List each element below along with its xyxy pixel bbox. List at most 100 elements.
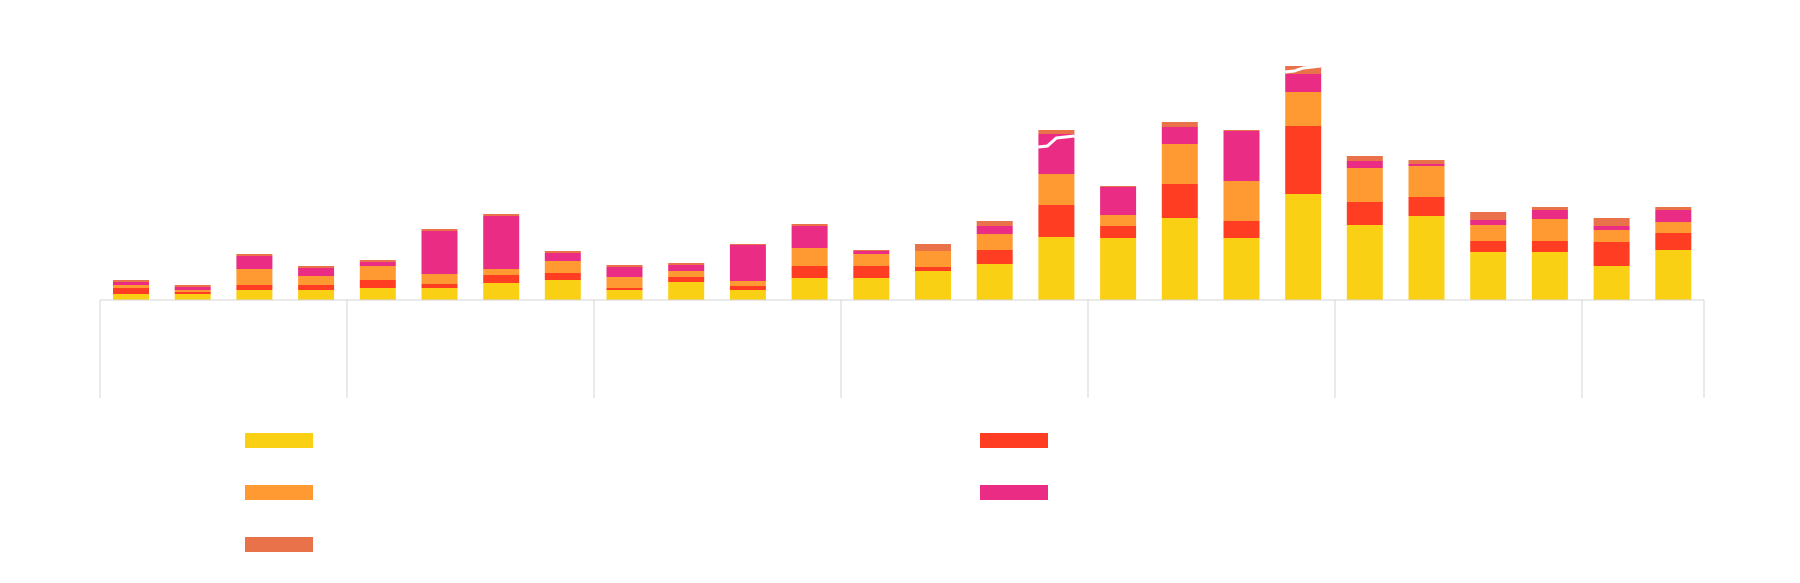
bar-segment: [1161, 144, 1198, 184]
bar-segment: [606, 277, 643, 288]
bar-segment: [483, 216, 520, 269]
bar-segment: [421, 284, 458, 288]
bar-segment: [606, 290, 643, 300]
bar-segment: [853, 251, 890, 254]
bar-segment: [729, 281, 766, 286]
bar-segment: [606, 265, 643, 267]
bar-segment: [1470, 252, 1507, 300]
bar-segment: [976, 221, 1013, 226]
legend-item: [245, 432, 323, 448]
bar-segment: [359, 280, 396, 288]
series-line: [1285, 64, 1322, 74]
bar-segment: [729, 245, 766, 281]
legend-item: [980, 484, 1058, 500]
bar-segment: [1038, 237, 1075, 300]
bar-segment: [544, 280, 581, 300]
bar-segment: [853, 266, 890, 278]
bar-segment: [1038, 174, 1075, 205]
bar-segment: [113, 282, 149, 285]
bar-segment: [483, 214, 520, 216]
bar-segment: [791, 226, 828, 248]
bar-segment: [483, 269, 520, 275]
bar-segment: [1161, 127, 1198, 144]
bar-segment: [729, 290, 766, 300]
bar-segment: [421, 229, 458, 231]
bar-segment: [1408, 216, 1445, 300]
bar-segment: [1655, 233, 1692, 250]
bar-segment: [236, 254, 273, 256]
bar-segment: [729, 244, 766, 245]
bar-segment: [1223, 221, 1260, 238]
bar-segment: [853, 278, 890, 300]
series-line: [1038, 134, 1075, 149]
bar-segment: [791, 224, 828, 226]
bar-segment: [174, 292, 211, 294]
bar-segment: [113, 285, 149, 288]
bar-segment: [298, 285, 335, 290]
bar-segment: [1038, 130, 1075, 134]
bar-segment: [976, 250, 1013, 264]
bar-segment: [1285, 126, 1322, 194]
bar-segment: [1408, 164, 1445, 166]
bar-segment: [1470, 220, 1507, 225]
bar-segment: [1285, 92, 1322, 126]
bar-segment: [1470, 212, 1507, 220]
bar-segment: [1655, 222, 1692, 233]
bar-segment: [236, 256, 273, 269]
bar-segment: [1655, 207, 1692, 210]
bar-segment: [236, 269, 273, 285]
bar-segment: [729, 286, 766, 290]
bar-segment: [1223, 130, 1260, 131]
bar-segment: [1408, 166, 1445, 197]
bar-segment: [1470, 225, 1507, 241]
x-axis: [99, 299, 1705, 398]
legend-swatch: [245, 432, 313, 448]
bar-segment: [1593, 226, 1630, 230]
bar-segment: [1038, 205, 1075, 237]
bar-segment: [915, 267, 951, 271]
bar-segment: [1100, 226, 1137, 238]
bar-segment: [113, 294, 149, 300]
bar-segment: [1100, 215, 1137, 226]
bar-segment: [174, 290, 211, 292]
bar-segment: [1100, 186, 1137, 187]
legend-item: [245, 484, 323, 500]
bar-segment: [1285, 194, 1322, 300]
bar-segment: [483, 283, 520, 300]
bar-segment: [298, 268, 335, 276]
legend-swatch: [980, 432, 1048, 448]
bars-layer: [113, 64, 1692, 300]
bar-segment: [668, 263, 705, 265]
bar-segment: [1038, 134, 1075, 174]
bar-segment: [421, 274, 458, 284]
bar-segment: [174, 285, 211, 287]
bar-segment: [1346, 156, 1383, 161]
bar-segment: [236, 290, 273, 300]
bar-segment: [1593, 266, 1630, 300]
bar-segment: [1161, 122, 1198, 127]
bar-segment: [976, 264, 1013, 300]
bar-segment: [853, 254, 890, 266]
bar-segment: [1593, 218, 1630, 226]
bar-segment: [668, 277, 705, 282]
bar-segment: [113, 280, 149, 282]
bar-segment: [298, 266, 335, 268]
bar-segment: [1593, 242, 1630, 266]
bar-segment: [174, 294, 211, 300]
bar-segment: [1100, 238, 1137, 300]
bar-segment: [976, 226, 1013, 234]
bar-segment: [1346, 168, 1383, 202]
bar-segment: [1285, 74, 1322, 92]
bar-segment: [1531, 210, 1568, 219]
bar-segment: [1223, 181, 1260, 221]
bar-segment: [791, 278, 828, 300]
bar-segment: [359, 288, 396, 300]
legend-swatch: [245, 536, 313, 552]
bar-segment: [1655, 250, 1692, 300]
bar-segment: [174, 287, 211, 290]
bar-segment: [1223, 131, 1260, 181]
bar-segment: [1346, 202, 1383, 225]
bar-segment: [1223, 238, 1260, 300]
bar-segment: [1346, 161, 1383, 168]
